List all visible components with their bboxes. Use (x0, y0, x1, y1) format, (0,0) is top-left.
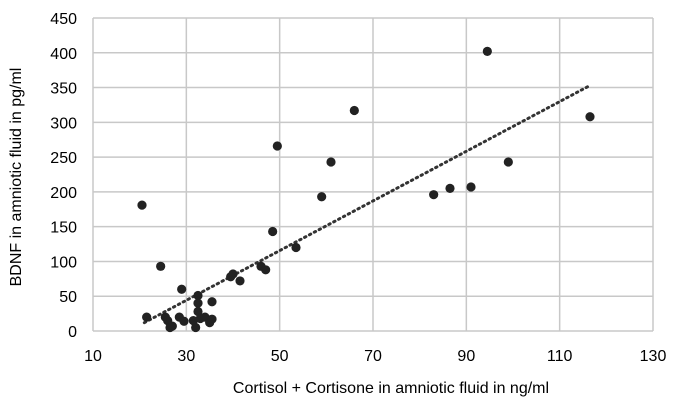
y-tick-label: 250 (50, 150, 77, 167)
data-point (179, 316, 189, 326)
x-tick-label: 90 (457, 348, 475, 365)
y-axis-tick-labels: 0 50 100 150 200 250 300 350 400 450 (50, 11, 77, 341)
data-point (207, 314, 217, 324)
data-point (191, 322, 201, 333)
data-point (261, 265, 271, 275)
x-axis-tick-labels: 10 30 50 70 90 110 130 (84, 348, 666, 365)
y-tick-label: 100 (50, 254, 77, 271)
data-point (503, 157, 513, 167)
data-point (317, 192, 327, 202)
y-tick-label: 150 (50, 220, 77, 237)
data-point (445, 183, 455, 194)
y-tick-label: 200 (50, 185, 77, 202)
data-point (156, 261, 166, 271)
data-point (167, 321, 177, 331)
data-point (193, 306, 203, 317)
data-point (228, 269, 238, 279)
data-point (482, 46, 492, 56)
y-tick-label: 0 (68, 324, 77, 341)
x-tick-label: 10 (84, 348, 102, 365)
x-axis-title: Cortisol + Cortisone in amniotic fluid i… (233, 380, 549, 397)
y-tick-label: 450 (50, 11, 77, 28)
data-point (137, 200, 147, 210)
data-point (235, 276, 245, 286)
y-tick-label: 350 (50, 81, 77, 98)
y-tick-label: 300 (50, 115, 77, 132)
y-tick-label: 50 (59, 289, 77, 306)
data-point (207, 297, 217, 307)
x-tick-label: 30 (177, 348, 195, 365)
trendline (142, 83, 592, 325)
data-point (193, 290, 203, 301)
y-tick-label: 400 (50, 46, 77, 63)
data-point (142, 312, 152, 322)
data-point (188, 315, 198, 326)
data-point (585, 112, 595, 122)
data-point (177, 284, 187, 294)
data-point (193, 298, 203, 308)
data-point (326, 157, 336, 167)
y-axis-title: BDNF in amniotic fluid in pg/ml (8, 68, 25, 287)
trendline-path (142, 83, 592, 325)
data-point (349, 105, 359, 116)
data-point (466, 182, 476, 192)
data-point (272, 141, 282, 151)
data-point (268, 226, 278, 237)
x-tick-label: 130 (640, 348, 667, 365)
x-tick-label: 110 (547, 348, 573, 365)
data-point (291, 242, 301, 253)
x-tick-label: 50 (271, 348, 289, 365)
x-tick-label: 70 (364, 348, 382, 365)
data-point (429, 190, 439, 200)
data-points (137, 46, 595, 333)
grid-lines (92, 17, 654, 332)
